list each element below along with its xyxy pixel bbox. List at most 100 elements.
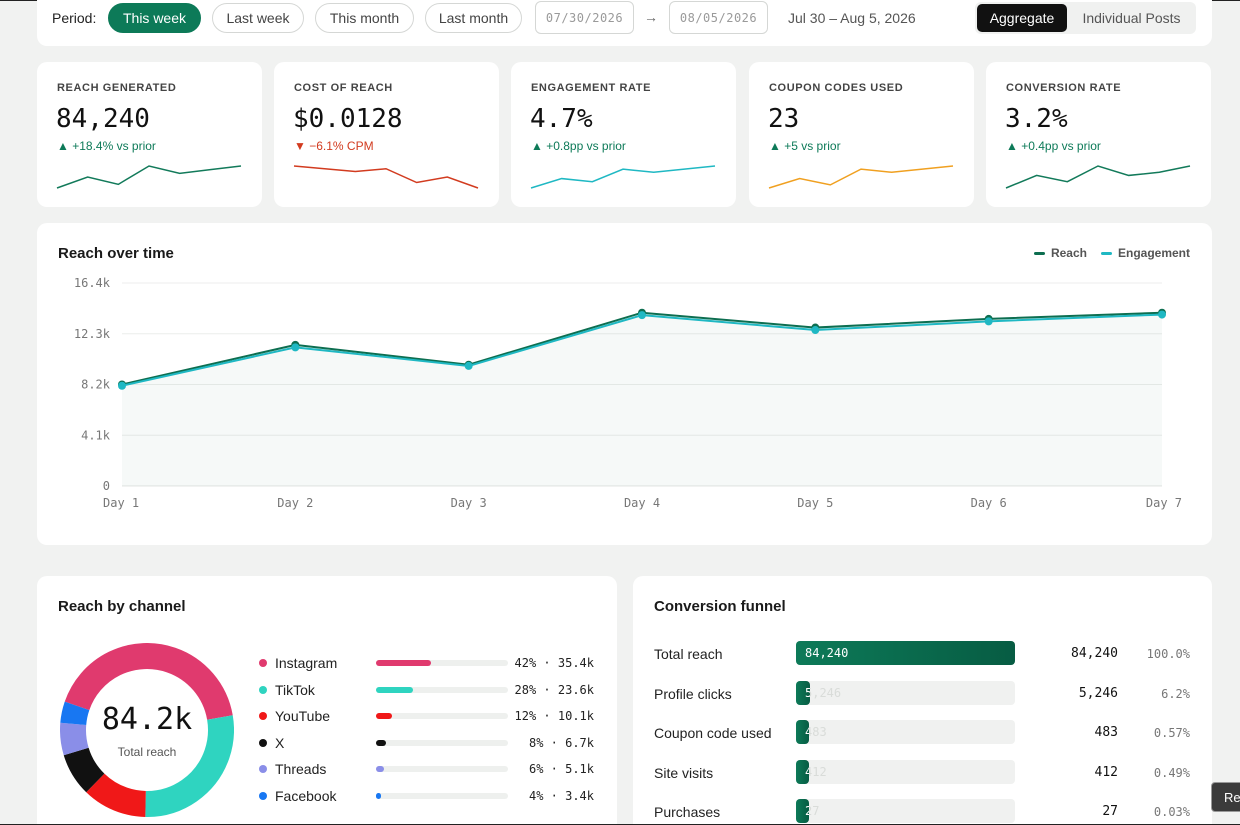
funnel-step-label: Total reach (654, 646, 723, 662)
sparkline-path (56, 165, 242, 189)
start-date-input[interactable]: 07/30/2026 (535, 1, 634, 34)
data-point[interactable] (984, 317, 993, 326)
kpi-value: 23 (768, 104, 800, 134)
kpi-card-cost: COST OF REACH $0.0128 ▼ −6.1% CPM (274, 62, 499, 207)
kpi-delta: ▲ +5 vs prior (769, 139, 841, 153)
donut-slice-youtube[interactable] (60, 643, 234, 817)
funnel-step-label: Site visits (654, 764, 714, 781)
channel-stat: 6% · 5.1k (528, 762, 594, 777)
kpi-value: 3.2% (1005, 104, 1068, 134)
channel-row-youtube: YouTube 12% · 10.1k (259, 707, 599, 727)
kpi-delta: ▲ +0.4pp vs prior (1006, 139, 1101, 153)
funnel-step-label: Profile clicks (654, 685, 732, 702)
channel-bar-fill (376, 739, 387, 746)
kpi-value: 4.7% (530, 104, 593, 134)
view-mode-toggle: Aggregate Individual Posts (975, 2, 1196, 34)
data-point[interactable] (464, 361, 473, 370)
channel-donut-chart (60, 643, 234, 817)
data-point[interactable] (811, 326, 820, 335)
channel-row-threads: Threads 6% · 5.1k (259, 760, 599, 780)
channel-stat: 4% · 3.4k (528, 789, 594, 803)
channel-bar-fill (376, 660, 431, 666)
channel-bar-fill (376, 793, 382, 799)
kpi-card-conversion: CONVERSION RATE 3.2% ▲ +0.4pp vs prior (986, 62, 1211, 207)
channel-bar-fill (376, 686, 413, 693)
end-date-input[interactable]: 08/05/2026 (669, 1, 768, 34)
x-tick-label: Day 4 (624, 496, 660, 510)
channel-name: TikTok (275, 681, 315, 698)
kpi-value: 84,240 (56, 104, 150, 134)
legend-item-reach[interactable]: Reach (1033, 246, 1087, 260)
channel-name: X (275, 734, 285, 751)
channel-bar-track (376, 793, 508, 799)
funnel-step-count: 483 (1094, 725, 1118, 740)
funnel-step-row: Coupon code used4834834830.57% (654, 720, 1194, 744)
funnel-step-count: 5,246 (1078, 685, 1118, 701)
individual-posts-button[interactable]: Individual Posts (1082, 10, 1181, 26)
funnel-step-row: Total reach 84,240 84,240 100.0% (654, 641, 1194, 665)
channel-row-tiktok: TikTok 28% · 23.6k (259, 681, 599, 701)
x-tick-label: Day 5 (797, 496, 833, 510)
funnel-step-percent: 100.0% (1146, 647, 1190, 661)
period-last-week-button[interactable]: Last week (212, 3, 304, 33)
channel-stat: 42% · 35.4k (514, 656, 594, 670)
period-filter-bar: Period: This week Last week This month L… (37, 0, 1212, 46)
channel-bar-track (376, 660, 508, 666)
data-point[interactable] (1158, 310, 1166, 319)
channel-name: Instagram (275, 655, 338, 671)
channel-bar-track (376, 739, 508, 746)
funnel-step-label: Coupon code used (654, 725, 772, 741)
period-this-week-button[interactable]: This week (108, 3, 201, 33)
sparkline-path (293, 165, 479, 189)
donut-total-label: Total reach (117, 745, 177, 759)
channel-card-title: Reach by channel (58, 598, 186, 615)
aggregate-button[interactable]: Aggregate (977, 4, 1067, 32)
funnel-step-percent: 6.2% (1161, 686, 1190, 701)
data-point[interactable] (638, 311, 646, 320)
donut-slice-facebook[interactable] (60, 643, 234, 817)
kpi-sparkline (56, 165, 242, 189)
kpi-label: COST OF REACH (294, 82, 393, 94)
date-range-text: Jul 30 – Aug 5, 2026 (788, 10, 916, 26)
kpi-delta: ▲ +0.8pp vs prior (531, 139, 626, 153)
channel-color-dot (259, 738, 267, 747)
funnel-bar-fill: 27 (796, 799, 809, 823)
donut-total-value: 84.2k (101, 702, 193, 737)
reach-area-fill (122, 312, 1162, 486)
sparkline-path (768, 165, 954, 189)
funnel-card-title: Conversion funnel (654, 598, 786, 615)
kpi-delta: ▲ +18.4% vs prior (57, 139, 156, 153)
channel-row-facebook: Facebook 4% · 3.4k (259, 787, 599, 807)
period-last-month-button[interactable]: Last month (425, 3, 522, 33)
funnel-step-label: Purchases (654, 804, 721, 820)
kpi-card-coupons: COUPON CODES USED 23 ▲ +5 vs prior (749, 62, 974, 207)
period-this-month-button[interactable]: This month (315, 3, 414, 33)
floating-action-button[interactable]: Re (1211, 782, 1240, 812)
channel-name: Threads (275, 761, 327, 778)
funnel-bar-value-overflow: 27 (805, 804, 820, 818)
funnel-bar-value: 27 (805, 804, 809, 818)
y-tick-label: 12.3k (74, 327, 111, 341)
data-point[interactable] (291, 343, 300, 352)
channel-color-dot (259, 659, 267, 667)
funnel-bar-value-overflow: 412 (805, 764, 827, 779)
data-point[interactable] (118, 381, 126, 390)
kpi-label: CONVERSION RATE (1006, 82, 1122, 94)
legend-label: Engagement (1117, 246, 1190, 260)
channel-color-dot (259, 765, 267, 774)
reach-over-time-card: Reach over time Reach Engagement 16.4k 12… (37, 223, 1212, 545)
channel-bar-track (376, 713, 508, 720)
legend-item-engagement[interactable]: Engagement (1100, 246, 1190, 260)
kpi-value: $0.0128 (293, 104, 403, 134)
funnel-step-percent: 0.03% (1153, 805, 1190, 819)
funnel-bar-value: 5,246 (805, 685, 810, 700)
channel-bar-fill (376, 766, 384, 773)
channel-row-instagram: Instagram 42% · 35.4k (259, 654, 599, 674)
donut-slice-tiktok[interactable] (60, 643, 234, 817)
kpi-sparkline (768, 165, 954, 189)
channel-name: YouTube (275, 708, 331, 725)
kpi-sparkline (293, 165, 479, 189)
